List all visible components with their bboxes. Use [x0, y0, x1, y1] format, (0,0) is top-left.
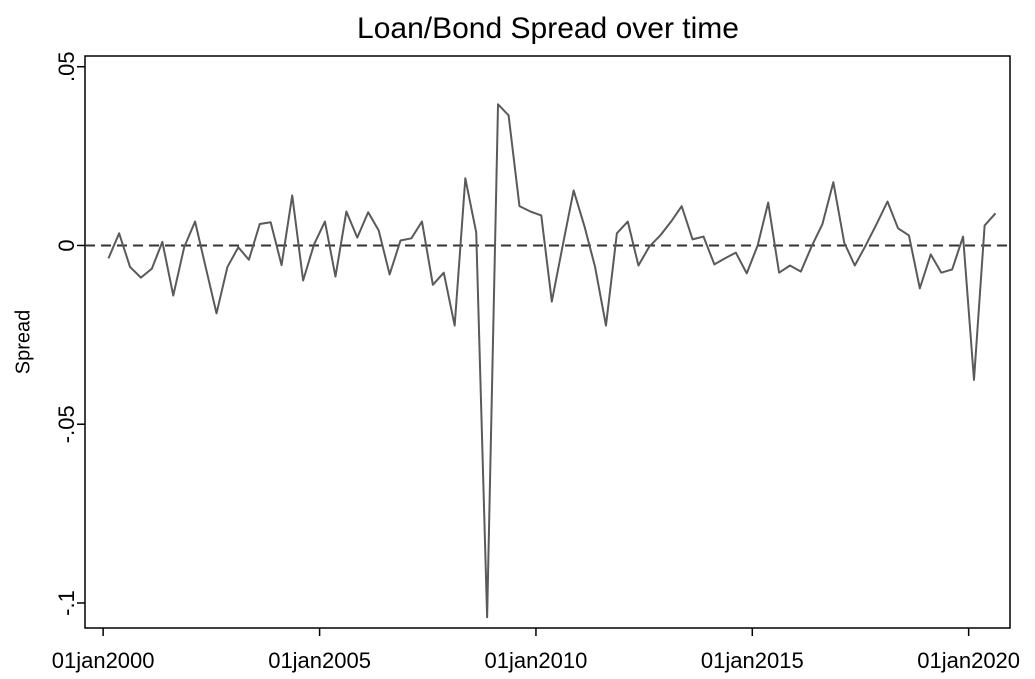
x-tick-label: 01jan2015 — [701, 648, 804, 673]
y-tick-label: -.05 — [54, 405, 79, 443]
plot-frame — [84, 55, 1011, 629]
y-tick-label: -.1 — [54, 590, 79, 616]
x-tick-label: 01jan2010 — [485, 648, 588, 673]
x-tick-label: 01jan2000 — [52, 648, 155, 673]
x-tick-label: 01jan2020 — [917, 648, 1020, 673]
y-tick-label: 0 — [54, 239, 79, 251]
y-axis-label: Spread — [12, 310, 34, 375]
y-tick-label: .05 — [54, 51, 79, 82]
x-tick-label: 01jan2005 — [268, 648, 371, 673]
chart-title: Loan/Bond Spread over time — [357, 12, 739, 45]
series-line — [107, 103, 997, 619]
